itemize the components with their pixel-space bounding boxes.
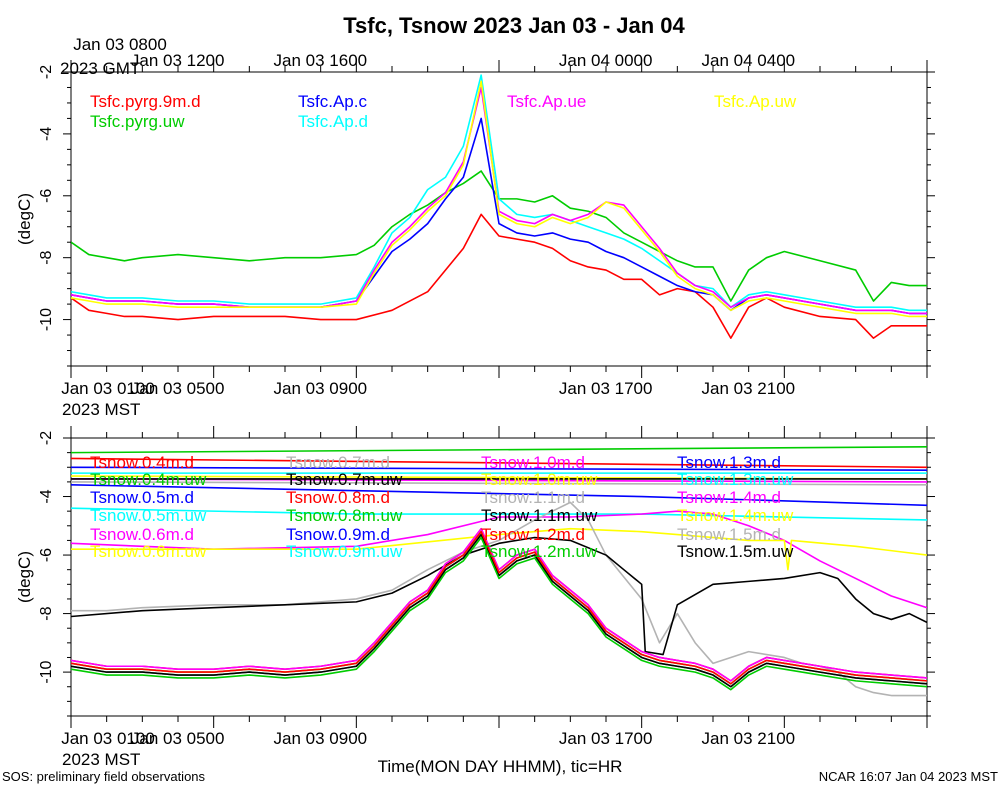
series-line-Tsnow.1.1m.uw: [71, 533, 927, 688]
series-line-Tsnow.1.3m.d: [71, 466, 927, 471]
gmt-tick-label: Jan 04 0000: [559, 51, 653, 70]
gmt-first-label: Jan 03 0800: [73, 35, 167, 54]
legend-label-Tsnow.0.6m.uw: Tsnow.0.6m.uw: [90, 542, 207, 561]
series-line-Tsnow.0.5m.d: [71, 484, 927, 507]
legend-label-Tsfc.Ap.d: Tsfc.Ap.d: [298, 112, 368, 131]
legend-label-Tsnow.1.4m.d: Tsnow.1.4m.d: [677, 488, 781, 507]
series-line-Tsnow.0.6m.d: [71, 510, 927, 609]
bottom-panel: -10 -8 -6 -4 -2 (degC) Jan 03 0100 2023 MST Jan …: [15, 426, 935, 769]
legend-label-Tsnow.0.7m.uw: Tsnow.0.7m.uw: [286, 470, 403, 489]
series-line-Tsfc.pyrg.9m.d: [71, 213, 927, 339]
gmt-tick-label: Jan 03 1200: [131, 51, 225, 70]
legend-label-Tsfc.Ap.c: Tsfc.Ap.c: [298, 92, 367, 111]
bottom-y-tick-label: -6: [38, 548, 55, 562]
legend-label-Tsnow.1.0m.uw: Tsnow.1.0m.uw: [481, 470, 598, 489]
series-line-Tsfc.Ap.uw: [71, 80, 927, 318]
legend-label-Tsnow.1.2m.d: Tsnow.1.2m.d: [481, 525, 585, 544]
bottom-mst-year-label: 2023 MST: [62, 750, 140, 769]
series-line-Tsfc.Ap.ue: [71, 86, 927, 315]
top-y-tick-label: -6: [38, 189, 55, 203]
top-y-tick-label: -8: [38, 250, 55, 264]
bottom-mst-first-label: Jan 03 0100: [61, 729, 155, 748]
legend-label-Tsnow.0.9m.uw: Tsnow.0.9m.uw: [286, 542, 403, 561]
series-line-Tsnow.0.7m.uw: [71, 536, 927, 656]
legend-label-Tsnow.0.4m.uw: Tsnow.0.4m.uw: [90, 470, 207, 489]
legend-label-Tsnow.1.3m.uw: Tsnow.1.3m.uw: [677, 470, 794, 489]
gmt-tick-label: Jan 04 0400: [702, 51, 796, 70]
legend-label-Tsnow.1.5m.uw: Tsnow.1.5m.uw: [677, 542, 794, 561]
top-mst-tick-label: Jan 03 0900: [274, 379, 368, 398]
top-panel: -10 -8 -6 -4 -2 (degC) Jan 03 0100 2023 MST Jan …: [15, 35, 935, 419]
chart-title: Tsfc, Tsnow 2023 Jan 03 - Jan 04: [343, 13, 685, 38]
legend-label-Tsnow.1.5m.d: Tsnow.1.5m.d: [677, 525, 781, 544]
legend-label-Tsnow.0.4m.d: Tsnow.0.4m.d: [90, 453, 194, 472]
series-line-Tsfc.pyrg.uw: [71, 170, 927, 302]
top-y-axis-label: (degC): [15, 193, 34, 245]
legend-label-Tsnow.0.5m.d: Tsnow.0.5m.d: [90, 488, 194, 507]
legend-label-Tsnow.1.3m.d: Tsnow.1.3m.d: [677, 453, 781, 472]
legend-label-Tsfc.Ap.ue: Tsfc.Ap.ue: [507, 92, 586, 111]
bottom-series-group: [71, 445, 927, 697]
gmt-tick-label: Jan 03 1600: [274, 51, 368, 70]
legend-label-Tsnow.0.8m.d: Tsnow.0.8m.d: [286, 488, 390, 507]
top-series-group: [71, 74, 927, 339]
gmt-year-label: 2023 GMT: [60, 59, 140, 78]
series-line-Tsnow.1.2m.d: [71, 530, 927, 685]
bottom-mst-tick-label: Jan 03 0900: [274, 729, 368, 748]
series-line-Tsnow.0.4m.uw: [71, 445, 927, 454]
bottom-mst-tick-label: Jan 03 1700: [559, 729, 653, 748]
legend-label-Tsnow.1.0m.d: Tsnow.1.0m.d: [481, 453, 585, 472]
legend-label-Tsnow.0.5m.uw: Tsnow.0.5m.uw: [90, 506, 207, 525]
top-mst-tick-label: Jan 03 1700: [559, 379, 653, 398]
legend-label-Tsnow.0.6m.d: Tsnow.0.6m.d: [90, 525, 194, 544]
series-line-Tsnow.0.5m.uw: [71, 507, 927, 521]
bottom-y-tick-label: -10: [38, 660, 55, 683]
x-axis-label: Time(MON DAY HHMM), tic=HR: [378, 757, 623, 776]
top-y-tick-label: -2: [38, 65, 55, 79]
bottom-y-tick-label: -4: [38, 489, 55, 503]
series-line-Tsnow.1.2m.uw: [71, 536, 927, 691]
legend-label-Tsnow.0.7m.d: Tsnow.0.7m.d: [286, 453, 390, 472]
series-line-Tsfc.Ap.d: [71, 74, 927, 312]
legend-label-Tsfc.pyrg.uw: Tsfc.pyrg.uw: [90, 112, 185, 131]
legend-label-Tsnow.1.1m.d: Tsnow.1.1m.d: [481, 488, 585, 507]
legend-label-Tsnow.1.2m.uw: Tsnow.1.2m.uw: [481, 542, 598, 561]
bottom-y-axis-label: (degC): [15, 551, 34, 603]
legend-label-Tsnow.1.1m.uw: Tsnow.1.1m.uw: [481, 506, 598, 525]
bottom-y-tick-label: -2: [38, 431, 55, 445]
legend-label-Tsfc.Ap.uw: Tsfc.Ap.uw: [714, 92, 797, 111]
legend-label-Tsnow.0.8m.uw: Tsnow.0.8m.uw: [286, 506, 403, 525]
bottom-mst-tick-label: Jan 03 0500: [131, 729, 225, 748]
series-line-Tsnow.1.0m.d: [71, 527, 927, 682]
top-mst-year-label: 2023 MST: [62, 400, 140, 419]
legend-label-Tsnow.0.9m.d: Tsnow.0.9m.d: [286, 525, 390, 544]
legend-label-Tsfc.pyrg.9m.d: Tsfc.pyrg.9m.d: [90, 92, 201, 111]
top-mst-tick-label: Jan 03 0500: [131, 379, 225, 398]
top-mst-tick-label: Jan 03 2100: [702, 379, 796, 398]
footer-left: SOS: preliminary field observations: [2, 769, 206, 784]
top-y-tick-label: -4: [38, 127, 55, 141]
series-line-Tsnow.0.6m.uw: [71, 527, 927, 571]
bottom-y-tick-label: -8: [38, 606, 55, 620]
legend-label-Tsnow.1.4m.uw: Tsnow.1.4m.uw: [677, 506, 794, 525]
footer-right: NCAR 16:07 Jan 04 2023 MST: [819, 769, 998, 784]
series-line-Tsnow.0.7m.d: [71, 501, 927, 697]
top-mst-first-label: Jan 03 0100: [61, 379, 155, 398]
series-line-Tsnow.1.5m.d: [71, 481, 927, 486]
bottom-mst-tick-label: Jan 03 2100: [702, 729, 796, 748]
series-line-Tsnow.0.4m.d: [71, 457, 927, 469]
top-y-tick-label: -10: [38, 308, 55, 331]
series-line-Tsfc.Ap.c: [71, 117, 927, 315]
